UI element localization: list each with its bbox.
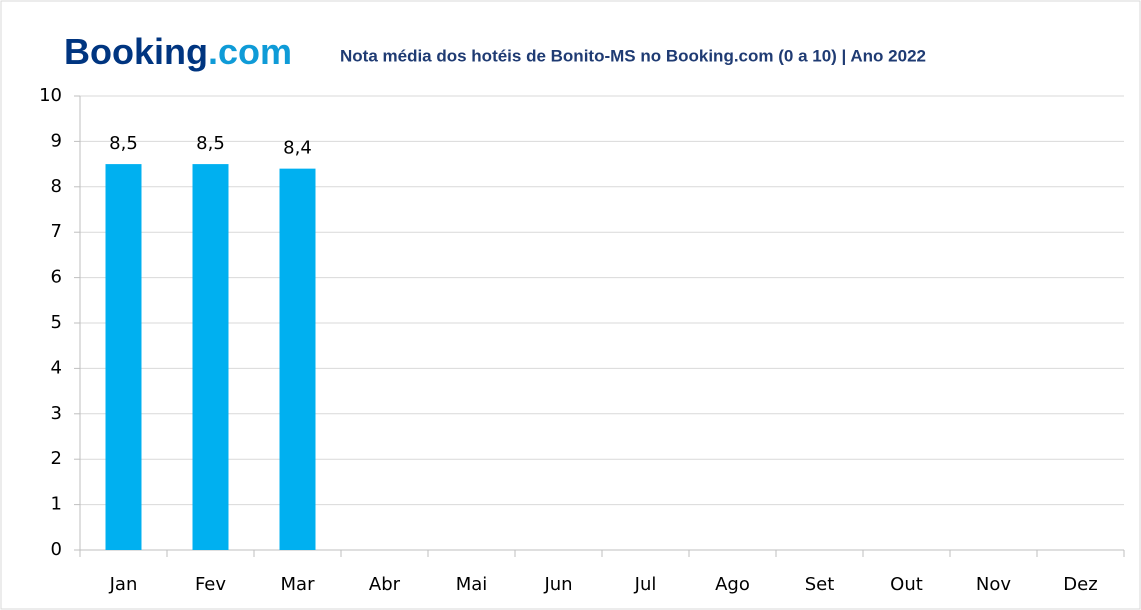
y-tick-label: 7 xyxy=(51,221,62,242)
bar xyxy=(192,164,229,550)
y-tick-label: 2 xyxy=(51,448,62,469)
value-label: 8,5 xyxy=(109,133,138,154)
bar xyxy=(105,164,142,550)
x-tick-label: Mai xyxy=(456,574,488,595)
x-tick-label: Set xyxy=(805,574,835,595)
x-tick-label: Mar xyxy=(281,574,316,595)
x-tick-label: Jun xyxy=(543,574,572,595)
x-tick-label: Fev xyxy=(195,574,226,595)
bar xyxy=(279,168,316,550)
y-tick-label: 4 xyxy=(51,357,62,378)
y-tick-label: 3 xyxy=(51,403,62,424)
x-tick-label: Dez xyxy=(1063,574,1097,595)
logo: Booking.com xyxy=(64,31,292,72)
x-tick-label: Nov xyxy=(976,574,1011,595)
value-label: 8,4 xyxy=(283,138,312,159)
x-tick-label: Jul xyxy=(634,574,657,595)
y-tick-label: 0 xyxy=(51,539,62,560)
y-tick-label: 1 xyxy=(51,494,62,515)
logo-main: Booking xyxy=(64,31,208,72)
x-tick-label: Jan xyxy=(109,574,138,595)
y-tick-label: 5 xyxy=(51,312,62,333)
chart-title: Nota média dos hotéis de Bonito-MS no Bo… xyxy=(340,46,926,65)
y-tick-label: 9 xyxy=(51,130,62,151)
x-tick-label: Ago xyxy=(715,574,750,595)
x-tick-label: Abr xyxy=(369,574,401,595)
y-tick-label: 6 xyxy=(51,267,62,288)
y-tick-label: 8 xyxy=(51,176,62,197)
value-label: 8,5 xyxy=(196,133,225,154)
x-tick-label: Out xyxy=(890,574,923,595)
y-tick-label: 10 xyxy=(39,85,62,106)
logo-suffix: .com xyxy=(208,31,292,72)
